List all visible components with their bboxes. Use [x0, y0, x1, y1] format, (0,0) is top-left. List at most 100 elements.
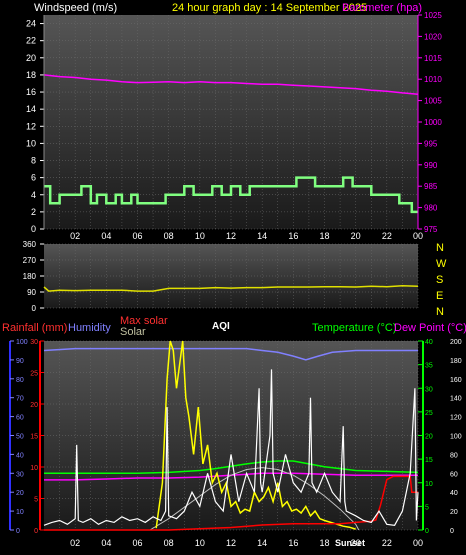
humidity-tick-label: 100	[16, 339, 28, 346]
direction-tick-label: 270	[23, 256, 37, 265]
temperature-tick-label: 40	[425, 339, 433, 346]
direction-tick-label: 90	[27, 288, 36, 297]
solar-tick-label: 100	[450, 434, 462, 441]
humidity-tick-label: 20	[16, 490, 24, 497]
barometer-tick-label: 1025	[424, 11, 442, 20]
temperature-tick-label: 25	[425, 410, 433, 417]
x-tick-label: 00	[413, 231, 423, 241]
barometer-tick-label: 975	[424, 225, 438, 234]
windspeed-tick-label: 24	[26, 19, 36, 29]
solar-tick-label: 40	[450, 490, 458, 497]
barometer-tick-label: 1005	[424, 97, 442, 106]
solar-tick-label: 160	[450, 377, 462, 384]
direction-letter: W	[436, 258, 447, 270]
x-tick-label: 16	[288, 538, 298, 548]
x-tick-label: 02	[70, 538, 80, 548]
windspeed-tick-label: 6	[31, 173, 36, 183]
x-tick-label: 16	[288, 231, 298, 241]
humidity-tick-label: 10	[16, 509, 24, 516]
barometer-tick-label: 1000	[424, 118, 442, 127]
aqi-legend: AQI	[212, 321, 230, 332]
humidity-tick-label: 30	[16, 471, 24, 478]
x-tick-label: 22	[382, 538, 392, 548]
windspeed-tick-label: 14	[26, 104, 36, 114]
windspeed-axis-title: Windspeed (m/s)	[34, 2, 117, 14]
windspeed-tick-label: 18	[26, 70, 36, 80]
windspeed-tick-label: 10	[26, 138, 36, 148]
humidity-tick-label: 70	[16, 396, 24, 403]
barometer-tick-label: 985	[424, 182, 438, 191]
rainfall-tick-label: 5	[34, 497, 38, 504]
graph-title: 24 hour graph day : 14 September 2025	[172, 2, 367, 14]
rainfall-tick-label: 20	[30, 402, 38, 409]
humidity-tick-label: 80	[16, 377, 24, 384]
rainfall-tick-label: 25	[30, 371, 38, 378]
humidity-tick-label: 0	[16, 528, 20, 535]
x-tick-label: 18	[319, 231, 329, 241]
rainfall-axis-title: Rainfall (mm)	[2, 322, 67, 334]
solar-tick-label: 140	[450, 396, 462, 403]
solar-tick-label: 180	[450, 358, 462, 365]
rainfall-tick-label: 30	[30, 339, 38, 346]
windspeed-line	[44, 176, 418, 214]
barometer-tick-label: 1015	[424, 54, 442, 63]
humidity-line	[43, 347, 418, 361]
windspeed-tick-label: 22	[26, 36, 36, 46]
x-tick-label: 10	[195, 538, 205, 548]
humidity-tick-label: 50	[16, 434, 24, 441]
solar-tick-label: 120	[450, 415, 462, 422]
windspeed-tick-label: 4	[31, 190, 36, 200]
direction-letter: S	[436, 274, 443, 286]
x-tick-label: 06	[132, 538, 142, 548]
barometer-tick-label: 980	[424, 204, 438, 213]
solar-tick-label: 80	[450, 452, 458, 459]
direction-tick-label: 180	[23, 272, 37, 281]
solar-tick-label: 60	[450, 471, 458, 478]
humidity-tick-label: 60	[16, 415, 24, 422]
temperature-line	[44, 460, 419, 475]
sunset-label: Sunset	[335, 538, 365, 548]
direction-letter: N	[436, 306, 444, 318]
windspeed-tick-label: 0	[31, 224, 36, 234]
rainfall-tick-label: 15	[30, 434, 38, 441]
windspeed-tick-label: 20	[26, 53, 36, 63]
humidity-axis-title: Humidity	[68, 322, 111, 334]
barometer-tick-label: 1020	[424, 32, 442, 41]
direction-tick-label: 360	[23, 240, 37, 249]
temperature-tick-label: 5	[425, 504, 429, 511]
x-tick-label: 14	[257, 538, 267, 548]
wind-baro-plot-area	[44, 15, 418, 229]
max_solar-line	[149, 467, 360, 531]
x-tick-label: 12	[226, 231, 236, 241]
x-tick-label: 10	[195, 231, 205, 241]
barometer-tick-label: 995	[424, 139, 438, 148]
solar-line	[155, 340, 356, 530]
solar-tick-label: 20	[450, 509, 458, 516]
x-tick-label: 18	[319, 538, 329, 548]
direction-letter: N	[436, 242, 444, 254]
windspeed-tick-label: 12	[26, 121, 36, 131]
humidity-tick-label: 40	[16, 452, 24, 459]
temperature-tick-label: 10	[425, 481, 433, 488]
temperature-tick-label: 0	[425, 528, 429, 535]
x-tick-label: 04	[101, 231, 111, 241]
x-tick-label: 06	[132, 231, 142, 241]
windspeed-tick-label: 16	[26, 87, 36, 97]
temperature-tick-label: 30	[425, 386, 433, 393]
x-tick-label: 20	[351, 538, 361, 548]
x-tick-label: 04	[101, 538, 111, 548]
x-tick-label: 00	[413, 538, 423, 548]
windspeed-tick-label: 8	[31, 156, 36, 166]
aqi-line	[43, 369, 419, 526]
dew-point-axis-title: Dew Point (°C)	[394, 322, 466, 334]
temperature-tick-label: 20	[425, 434, 433, 441]
barometer-line	[43, 74, 419, 95]
x-tick-label: 02	[70, 231, 80, 241]
x-tick-label: 08	[164, 231, 174, 241]
rainfall-line	[44, 475, 418, 531]
solar-legend: Solar	[120, 326, 146, 338]
